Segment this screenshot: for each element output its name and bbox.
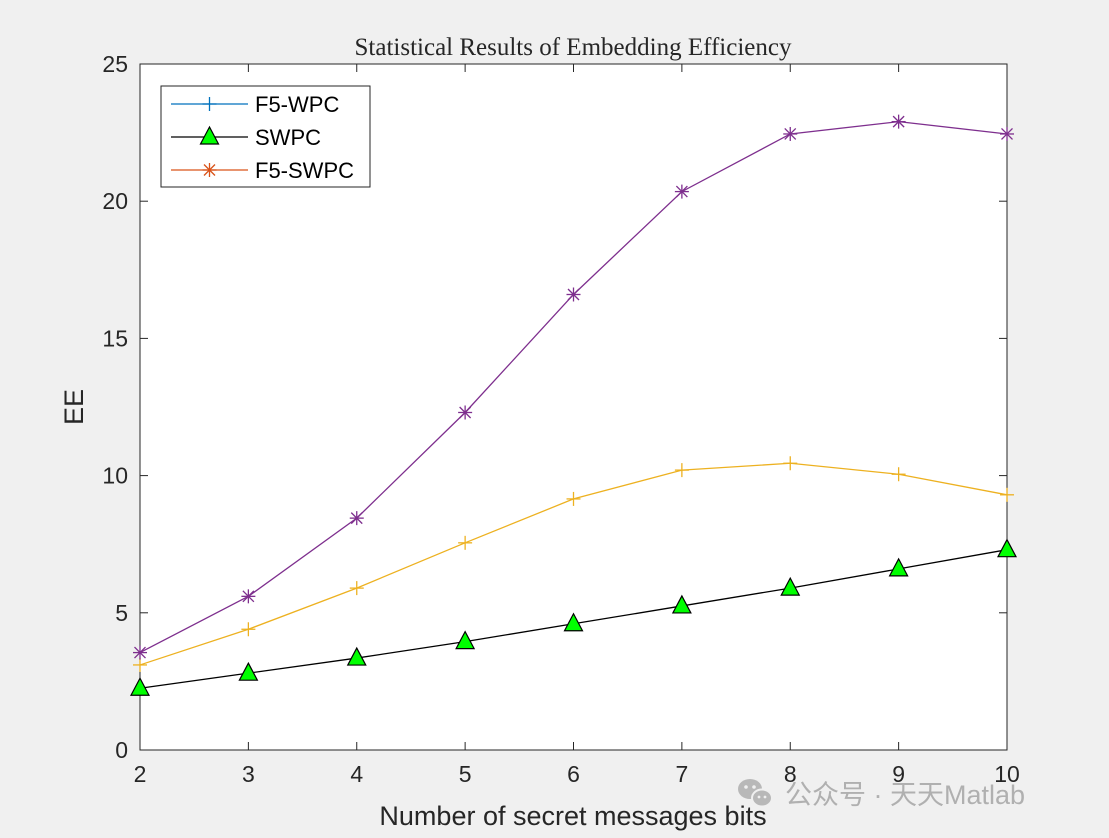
legend-marker-f5-swpc	[202, 163, 217, 177]
data-point-f5-wpc	[674, 463, 689, 478]
y-tick-label: 0	[115, 737, 128, 763]
chart-title: Statistical Results of Embedding Efficie…	[355, 34, 792, 61]
legend-label-f5-wpc: F5-WPC	[255, 92, 339, 117]
y-tick-label: 25	[102, 51, 128, 77]
x-tick-label: 4	[350, 761, 363, 787]
data-point-f5-swpc	[458, 405, 473, 420]
x-tick-label: 5	[459, 761, 472, 787]
x-tick-label: 10	[994, 761, 1020, 787]
data-point-f5-swpc	[241, 589, 256, 604]
data-point-f5-swpc	[674, 184, 689, 199]
y-tick-label: 10	[102, 463, 128, 489]
data-point-f5-swpc	[566, 287, 581, 302]
x-tick-label: 9	[892, 761, 905, 787]
y-tick-label: 5	[115, 600, 128, 626]
legend-marker-f5-wpc	[202, 97, 217, 111]
axis-ticks	[139, 63, 1008, 751]
data-point-swpc	[563, 612, 584, 632]
legend-entry-f5-swpc: F5-SWPC	[171, 158, 354, 183]
data-point-swpc	[671, 594, 692, 614]
legend-entry-swpc: SWPC	[171, 125, 321, 150]
legend-label-f5-swpc: F5-SWPC	[255, 158, 354, 183]
wechat-icon	[738, 779, 773, 808]
watermark-text: 公众号 · 天天Matlab	[785, 780, 1025, 810]
x-tick-label: 3	[242, 761, 255, 787]
y-tick-label: 20	[102, 188, 128, 214]
tick-labels: 2 3 4 5 6 7 8 9 10 0 5 10 15 20 25	[102, 51, 1019, 787]
watermark: 公众号 · 天天Matlab	[738, 779, 1025, 810]
x-axis-label: Number of secret messages bits	[379, 801, 766, 831]
data-point-f5-wpc	[1000, 487, 1014, 502]
legend-label-swpc: SWPC	[255, 125, 321, 150]
y-tick-label: 15	[102, 325, 128, 351]
data-point-f5-swpc	[349, 511, 364, 526]
data-point-swpc	[238, 661, 259, 681]
data-point-swpc	[780, 576, 801, 596]
data-point-f5-wpc	[349, 581, 364, 596]
data-point-f5-wpc	[133, 657, 147, 672]
x-tick-label: 6	[567, 761, 580, 787]
data-point-f5-wpc	[566, 491, 581, 506]
data-point-f5-wpc	[458, 535, 473, 550]
data-point-swpc	[997, 538, 1017, 558]
legend-marker-swpc	[199, 125, 220, 145]
x-tick-label: 2	[134, 761, 147, 787]
legend-entry-f5-wpc: F5-WPC	[171, 92, 339, 117]
x-tick-label: 8	[784, 761, 797, 787]
legend: F5-WPC SWPC F5-SWPC	[160, 85, 371, 188]
x-tick-label: 7	[675, 761, 688, 787]
data-point-swpc	[455, 630, 476, 650]
data-point-f5-swpc	[1000, 126, 1014, 141]
data-point-f5-wpc	[891, 467, 906, 482]
data-point-f5-wpc	[241, 622, 256, 637]
series-markers	[130, 114, 1017, 696]
data-point-swpc	[346, 646, 367, 666]
data-point-f5-swpc	[133, 645, 147, 660]
y-axis-label: EE	[59, 389, 89, 425]
data-point-f5-wpc	[783, 456, 798, 471]
data-point-f5-swpc	[891, 114, 906, 129]
data-point-swpc	[888, 557, 909, 577]
data-point-swpc	[130, 676, 150, 696]
data-point-f5-swpc	[783, 126, 798, 141]
